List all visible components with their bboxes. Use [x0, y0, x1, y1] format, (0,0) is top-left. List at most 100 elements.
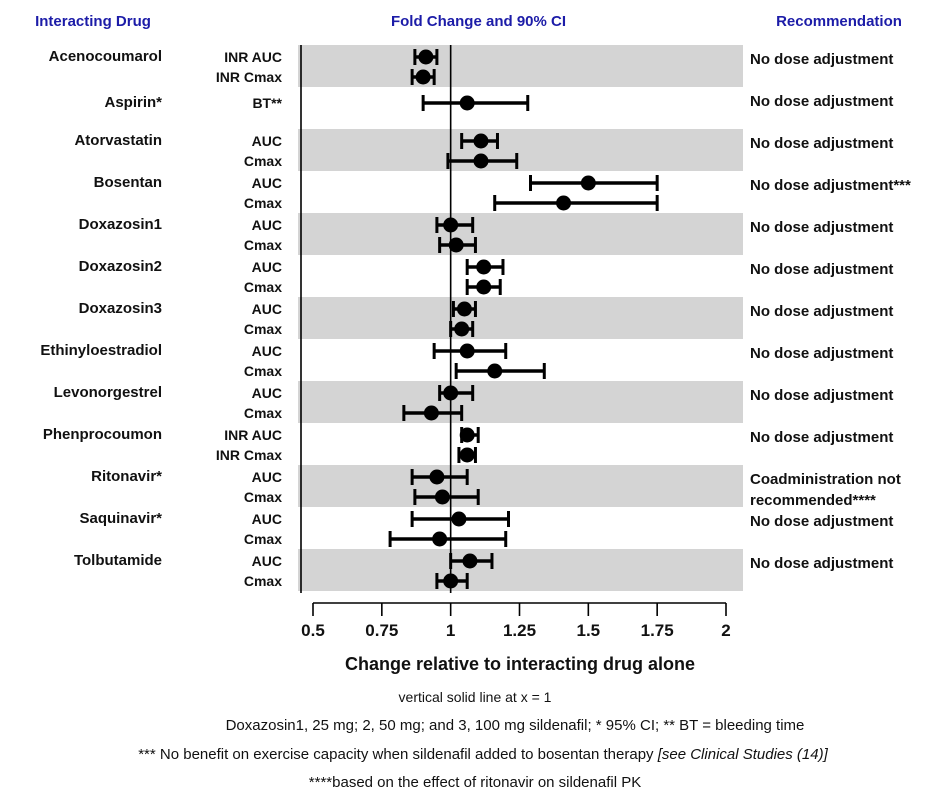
- column-header-fold-change: Fold Change and 90% CI: [390, 13, 567, 30]
- drug-label: Tolbutamide: [73, 552, 162, 569]
- drug-label: Atorvastatin: [74, 132, 162, 149]
- point-estimate-dot: [429, 469, 445, 485]
- measure-label: AUC: [251, 259, 282, 275]
- measure-label: AUC: [251, 133, 282, 149]
- footnote-italic: [see Clinical Studies (14)]: [657, 746, 828, 763]
- measure-label: AUC: [251, 217, 282, 233]
- measure-label: BT**: [252, 95, 282, 111]
- measure-label: AUC: [251, 469, 282, 485]
- column-header-recommendation: Recommendation: [776, 13, 902, 30]
- drug-label: Doxazosin2: [78, 258, 162, 275]
- point-estimate-dot: [423, 405, 439, 421]
- point-estimate-dot: [459, 343, 475, 359]
- row-shading-band: [298, 465, 743, 507]
- recommendation-label: No dose adjustment: [750, 345, 894, 362]
- measure-label: Cmax: [243, 573, 282, 589]
- footnote-doses: Doxazosin1, 25 mg; 2, 50 mg; and 3, 100 …: [40, 717, 950, 734]
- measure-label: INR AUC: [224, 49, 282, 65]
- drug-label: Levonorgestrel: [53, 384, 162, 401]
- recommendation-label: No dose adjustment***: [750, 177, 911, 194]
- point-estimate-dot: [454, 321, 470, 337]
- x-tick-label: 1.5: [576, 621, 601, 640]
- x-tick-label: 1.75: [640, 621, 674, 640]
- point-estimate-dot: [456, 301, 472, 317]
- measure-label: Cmax: [243, 531, 282, 547]
- recommendation-label: No dose adjustment: [750, 555, 894, 572]
- point-estimate-dot: [415, 69, 431, 85]
- x-tick-label: 1.25: [502, 621, 537, 640]
- measure-label: AUC: [251, 175, 282, 191]
- measure-label: Cmax: [243, 153, 282, 169]
- measure-label: Cmax: [243, 195, 282, 211]
- column-header-interacting-drug: Interacting Drug: [35, 13, 151, 30]
- point-estimate-dot: [487, 363, 503, 379]
- point-estimate-dot: [448, 237, 464, 253]
- measure-label: Cmax: [243, 237, 282, 253]
- point-estimate-dot: [418, 49, 434, 65]
- point-estimate-dot: [462, 553, 478, 569]
- point-estimate-dot: [434, 489, 450, 505]
- measure-label: INR AUC: [224, 427, 282, 443]
- measure-label: INR Cmax: [215, 447, 282, 463]
- point-estimate-dot: [473, 153, 489, 169]
- measure-label: AUC: [251, 511, 282, 527]
- footnote-text: ****based on the effect of ritonavir on …: [308, 774, 642, 791]
- point-estimate-dot: [556, 195, 572, 211]
- drug-label: Bosentan: [93, 174, 162, 191]
- point-estimate-dot: [459, 95, 475, 111]
- footnote-ritonavir: ****based on the effect of ritonavir on …: [0, 774, 950, 791]
- recommendation-label: No dose adjustment: [750, 387, 894, 404]
- measure-label: AUC: [251, 385, 282, 401]
- point-estimate-dot: [476, 259, 492, 275]
- measure-label: Cmax: [243, 489, 282, 505]
- measure-label: Cmax: [243, 405, 282, 421]
- point-estimate-dot: [476, 279, 492, 295]
- recommendation-label: No dose adjustment: [750, 93, 894, 110]
- recommendation-label: No dose adjustment: [750, 429, 894, 446]
- recommendation-label: No dose adjustment: [750, 303, 894, 320]
- footnote-reference-line: vertical solid line at x = 1: [0, 689, 950, 705]
- measure-label: Cmax: [243, 279, 282, 295]
- footnote-bosentan: *** No benefit on exercise capacity when…: [8, 746, 950, 763]
- row-shading-band: [298, 129, 743, 171]
- point-estimate-dot: [473, 133, 489, 149]
- footnote-text: vertical solid line at x = 1: [398, 689, 552, 705]
- row-shading-band: [298, 45, 743, 87]
- recommendation-label: Coadministration not recommended****: [750, 471, 901, 509]
- footnote-text: *** No benefit on exercise capacity when…: [138, 746, 658, 763]
- measure-label: AUC: [251, 301, 282, 317]
- drug-label: Ethinyloestradiol: [40, 342, 162, 359]
- drug-label: Saquinavir*: [79, 510, 162, 527]
- row-shading-band: [298, 213, 743, 255]
- point-estimate-dot: [459, 447, 475, 463]
- measure-label: Cmax: [243, 321, 282, 337]
- point-estimate-dot: [432, 531, 448, 547]
- drug-label: Aspirin*: [104, 94, 162, 111]
- point-estimate-dot: [459, 427, 475, 443]
- recommendation-label: No dose adjustment: [750, 261, 894, 278]
- recommendation-label: No dose adjustment: [750, 51, 894, 68]
- drug-label: Acenocoumarol: [48, 48, 162, 65]
- x-tick-label: 2: [721, 621, 731, 640]
- measure-label: Cmax: [243, 363, 282, 379]
- point-estimate-dot: [580, 175, 596, 191]
- point-estimate-dot: [451, 511, 467, 527]
- x-tick-label: 0.75: [365, 621, 399, 640]
- recommendation-label: No dose adjustment: [750, 135, 894, 152]
- drug-label: Doxazosin1: [78, 216, 162, 233]
- row-shading-band: [298, 297, 743, 339]
- measure-label: AUC: [251, 553, 282, 569]
- drug-label: Doxazosin3: [78, 300, 162, 317]
- drug-label: Phenprocoumon: [42, 426, 162, 443]
- x-tick-label: 0.5: [301, 621, 325, 640]
- row-shading-band: [298, 549, 743, 591]
- measure-label: AUC: [251, 343, 282, 359]
- x-tick-label: 1: [445, 621, 456, 640]
- drug-label: Ritonavir*: [91, 468, 162, 485]
- recommendation-label: No dose adjustment: [750, 219, 894, 236]
- measure-label: INR Cmax: [215, 69, 282, 85]
